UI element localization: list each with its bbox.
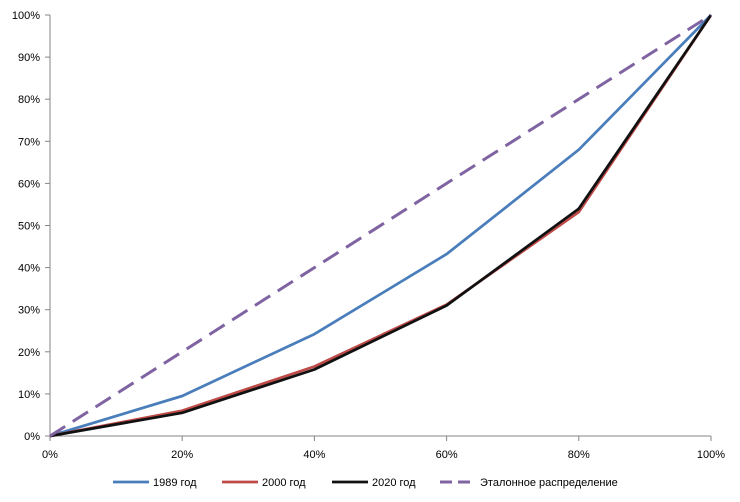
series-line-4 <box>49 13 712 438</box>
x-tick-label: 0% <box>42 449 58 461</box>
y-tick-label: 20% <box>18 347 40 359</box>
x-tick-label: 80% <box>568 449 590 461</box>
legend: 1989 год 2000 год 2020 год Эталонное распре… <box>113 477 618 489</box>
series-line-2 <box>49 14 713 438</box>
y-tick-label: 100% <box>12 10 40 22</box>
y-tick-label: 80% <box>18 94 40 106</box>
y-tick-label: 70% <box>18 136 40 148</box>
y-tick-label: 90% <box>18 52 40 64</box>
x-axis: 0% 20% 40% 60% 80% 100% <box>42 435 725 461</box>
legend-label-4: Эталонное распределение <box>480 477 618 489</box>
legend-label-3: 2020 год <box>372 477 416 489</box>
legend-label-1: 1989 год <box>153 477 197 489</box>
y-tick-label: 10% <box>18 389 40 401</box>
series-line-3 <box>49 14 713 438</box>
x-tick-label: 40% <box>303 449 325 461</box>
y-tick-label: 0% <box>24 431 40 443</box>
x-tick-label: 20% <box>171 449 193 461</box>
plot-series <box>49 13 713 438</box>
y-tick-label: 30% <box>18 305 40 317</box>
y-tick-label: 40% <box>18 263 40 275</box>
y-tick-label: 50% <box>18 221 40 233</box>
x-tick-label: 100% <box>697 449 725 461</box>
x-tick-label: 60% <box>436 449 458 461</box>
y-axis: 0% 10% 20% 30% 40% 50% 60% 70% 80% 90% 100% <box>12 10 51 443</box>
y-tick-label: 60% <box>18 178 40 190</box>
legend-label-2: 2000 год <box>262 477 306 489</box>
series-line-1 <box>49 14 712 438</box>
